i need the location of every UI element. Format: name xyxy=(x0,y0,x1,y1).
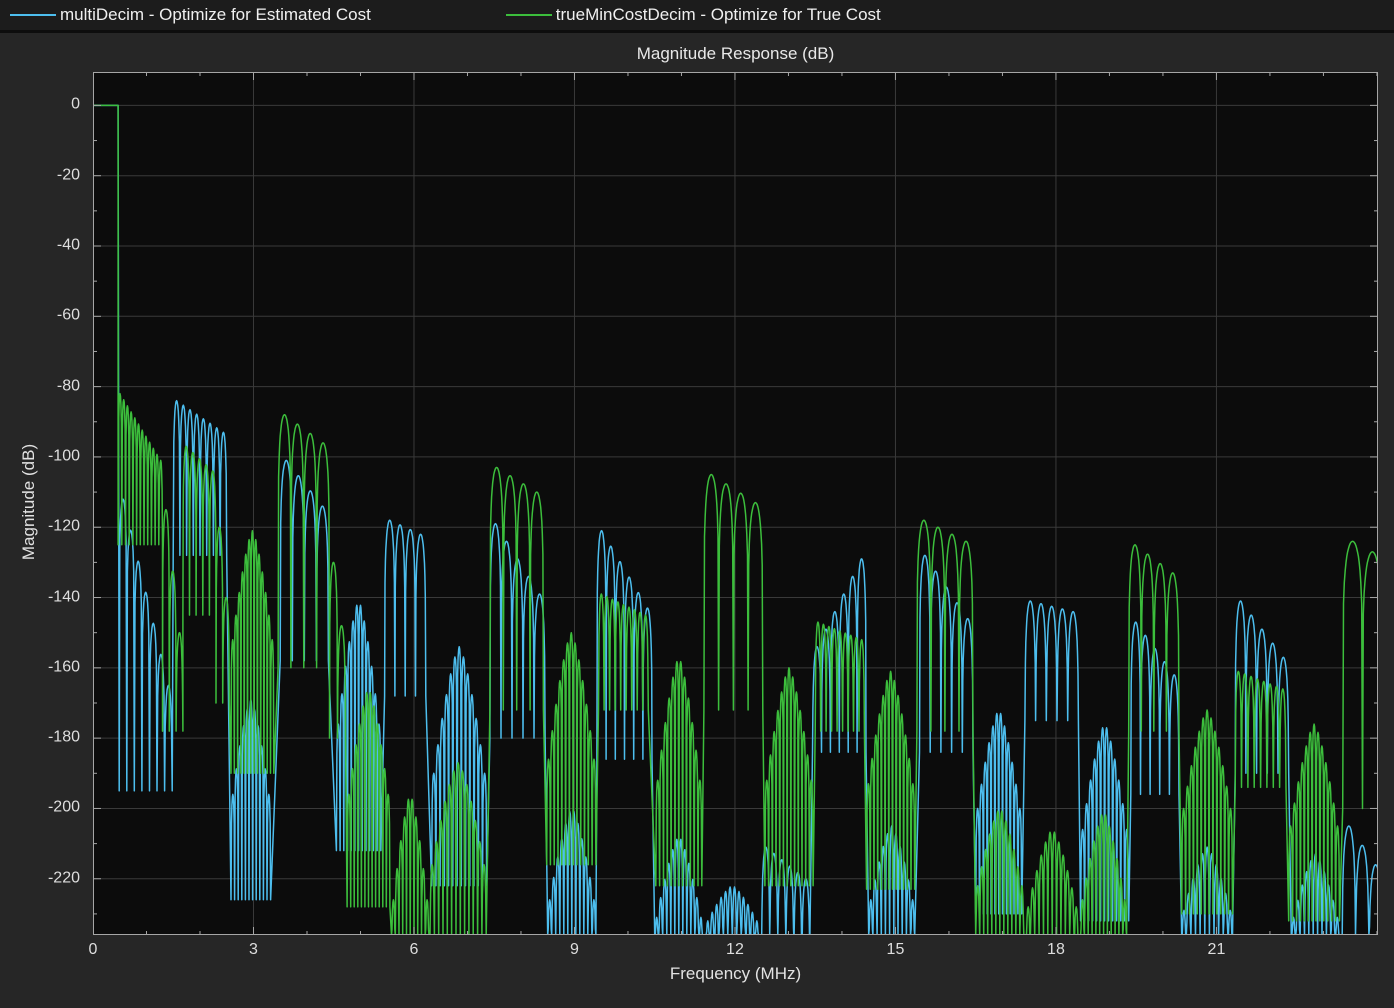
y-tick-label: -80 xyxy=(56,377,80,395)
legend: multiDecim - Optimize for Estimated Cost… xyxy=(0,0,1394,33)
x-tick-label: 15 xyxy=(886,941,905,958)
x-tick-label: 0 xyxy=(88,941,98,958)
x-tick-label: 3 xyxy=(249,941,258,958)
legend-label: multiDecim - Optimize for Estimated Cost xyxy=(60,5,371,24)
y-tick-label: -40 xyxy=(56,236,80,254)
y-tick-label: -60 xyxy=(56,306,80,324)
x-axis-label: Frequency (MHz) xyxy=(669,964,802,983)
legend-line-sample-icon xyxy=(10,14,56,16)
legend-item-multiDecim[interactable]: multiDecim - Optimize for Estimated Cost xyxy=(10,5,371,25)
y-tick-label: -100 xyxy=(47,447,80,465)
plot-title: Magnitude Response (dB) xyxy=(636,44,835,63)
y-tick-label: -220 xyxy=(47,869,80,887)
x-tick-label: 12 xyxy=(726,941,744,958)
series-line-1 xyxy=(93,104,1378,935)
y-tick-label: -200 xyxy=(47,799,80,817)
y-tick-label: -120 xyxy=(47,517,80,535)
plot-canvas[interactable] xyxy=(93,72,1378,935)
y-tick-label: -140 xyxy=(47,588,80,606)
legend-label: trueMinCostDecim - Optimize for True Cos… xyxy=(555,5,881,24)
magnitude-response-plot xyxy=(93,72,1378,935)
y-tick-label: -180 xyxy=(47,728,80,746)
y-tick-label: 0 xyxy=(71,96,80,114)
x-tick-label: 18 xyxy=(1047,941,1065,958)
y-tick-label: -160 xyxy=(47,658,80,676)
x-tick-label: 9 xyxy=(570,941,579,958)
legend-line-sample-icon xyxy=(505,14,552,16)
y-tick-label: -20 xyxy=(56,166,80,184)
legend-item-trueMinCostDecim[interactable]: trueMinCostDecim - Optimize for True Cos… xyxy=(505,5,881,25)
y-axis-label: Magnitude (dB) xyxy=(19,443,38,561)
x-tick-label: 6 xyxy=(409,941,419,958)
x-tick-label: 21 xyxy=(1207,941,1226,958)
